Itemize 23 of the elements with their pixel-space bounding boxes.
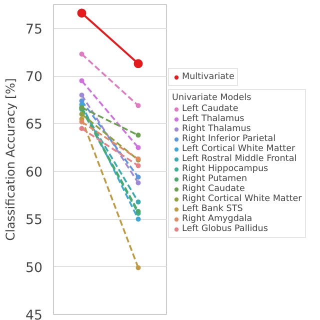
legend-label: Left Cortical White Matter	[182, 144, 296, 154]
legend-label: Multivariate	[182, 72, 234, 82]
legend-label: Right Cortical White Matter	[182, 194, 302, 204]
legend-label: Right Amygdala	[182, 214, 252, 224]
legend-label: Right Inferior Parietal	[182, 134, 276, 144]
y-tick-label: 55	[26, 213, 43, 228]
y-tick-label: 50	[26, 260, 43, 276]
legend-label: Left Rostral Middle Frontal	[182, 154, 297, 164]
y-tick-label: 70	[26, 70, 43, 86]
legend-label: Right Hippocampus	[182, 164, 268, 174]
y-tick-label: 75	[26, 22, 43, 38]
legend-label: Left Thalamus	[182, 114, 244, 124]
legend-label: Right Thalamus	[182, 124, 251, 134]
legend-label: Right Putamen	[182, 174, 248, 184]
legend-label: Right Caudate	[182, 184, 245, 194]
y-axis-title: Classification Accuracy [%]	[4, 78, 18, 241]
y-tick-label: 45	[26, 308, 43, 320]
legend-title: Univariate Models	[172, 93, 252, 103]
legend-label: Left Caudate	[182, 104, 238, 114]
y-tick-label: 65	[26, 118, 43, 133]
legend-label: Left Bank STS	[182, 204, 243, 214]
y-tick-label: 60	[26, 165, 43, 180]
legend-label: Left Globus Pallidus	[182, 224, 268, 234]
